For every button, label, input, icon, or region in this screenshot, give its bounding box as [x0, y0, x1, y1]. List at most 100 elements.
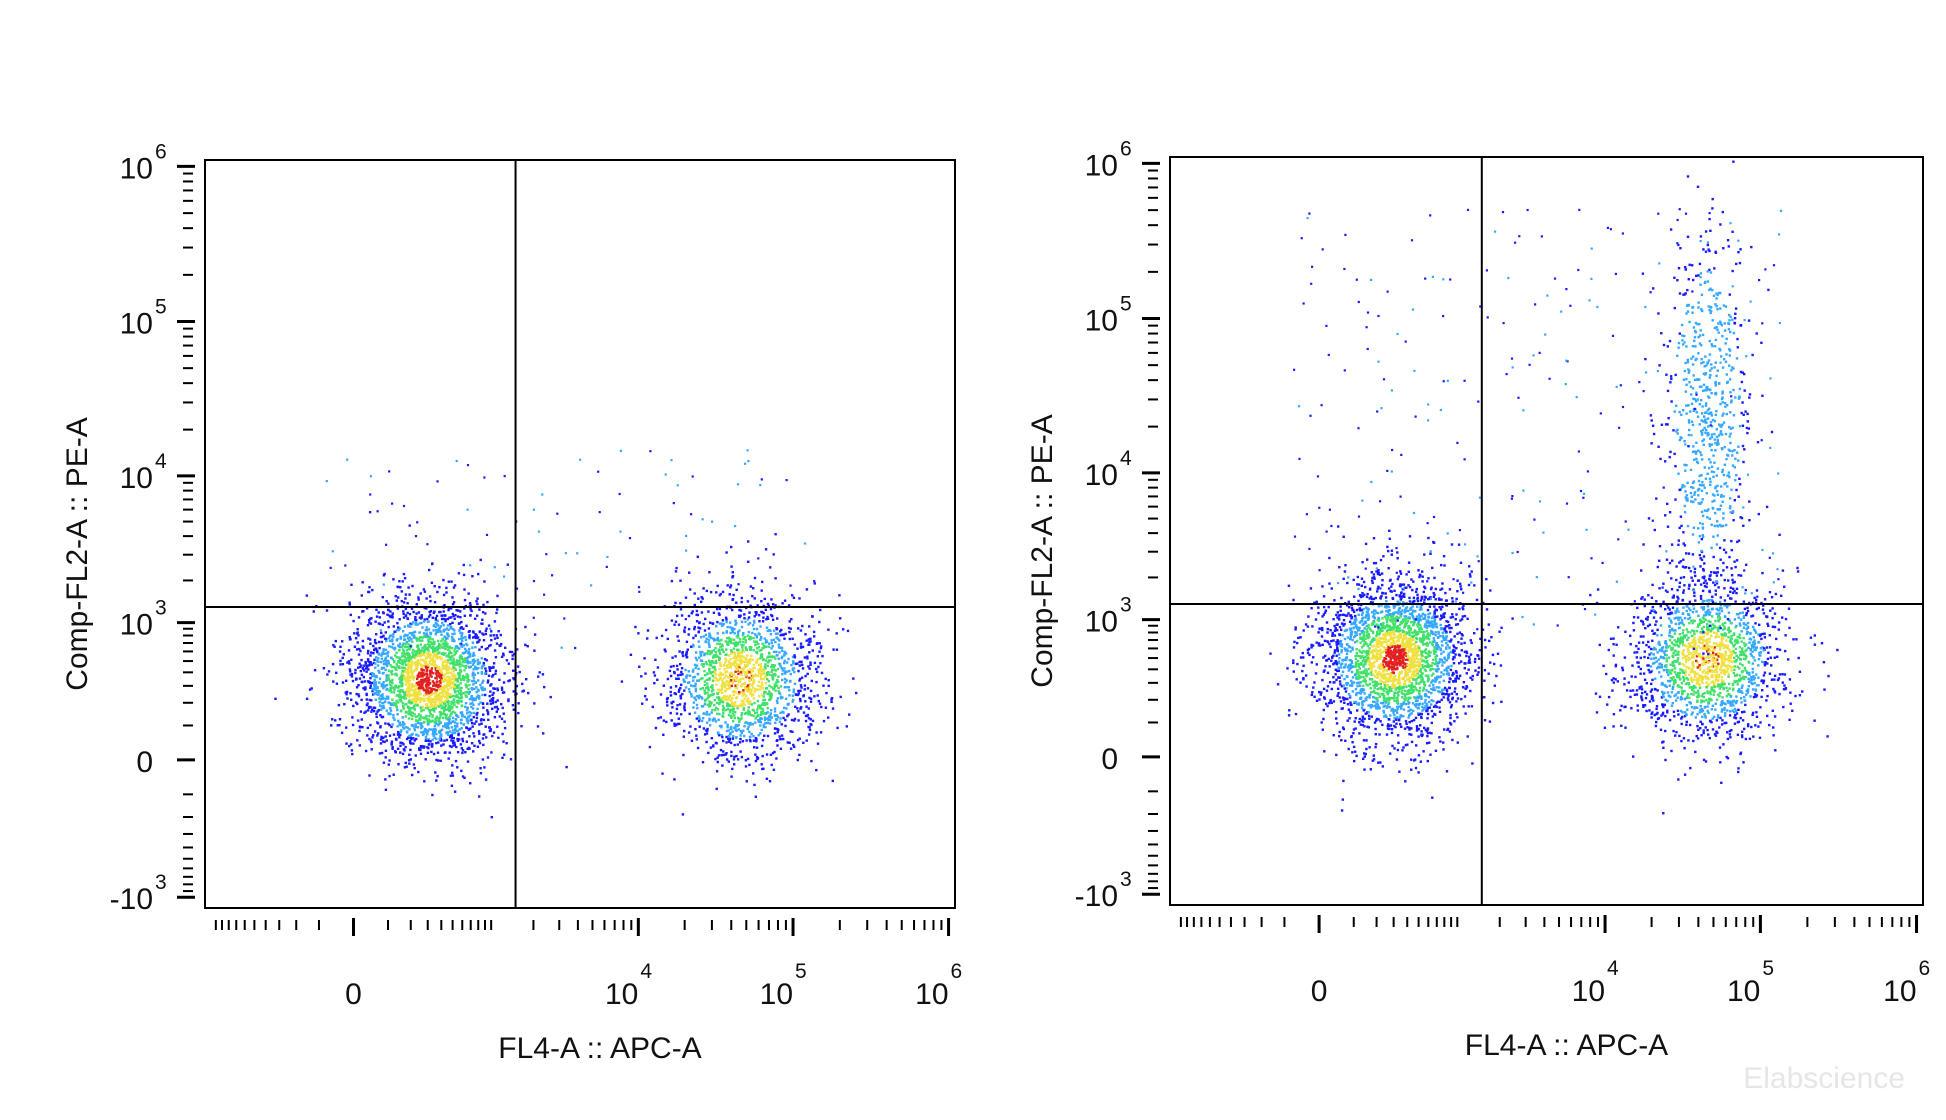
event-dot — [725, 659, 728, 662]
event-dot — [712, 649, 716, 652]
event-dot — [358, 665, 362, 669]
event-dot — [480, 666, 483, 670]
event-dot — [1400, 655, 1403, 658]
event-dot — [388, 470, 391, 473]
event-dot — [414, 623, 417, 626]
event-dot — [365, 670, 368, 673]
event-dot — [452, 737, 455, 740]
event-dot — [770, 686, 773, 689]
event-dot — [348, 603, 351, 606]
event-dot — [1460, 642, 1463, 645]
event-dot — [662, 684, 665, 687]
event-dot — [446, 637, 449, 640]
event-dot — [786, 702, 789, 706]
event-dot — [777, 643, 780, 646]
event-dot — [426, 651, 429, 655]
event-dot — [425, 714, 428, 718]
event-dot — [721, 764, 724, 767]
event-dot — [708, 677, 712, 680]
event-dot — [478, 697, 481, 700]
event-dot — [428, 651, 431, 654]
event-dot — [815, 642, 819, 645]
event-dot — [716, 620, 719, 624]
event-dot — [760, 669, 763, 672]
event-dot — [391, 702, 394, 706]
event-dot — [683, 689, 686, 692]
event-dot — [755, 660, 759, 664]
event-dot — [790, 618, 793, 621]
event-dot — [815, 670, 819, 674]
event-dot — [1496, 652, 1500, 655]
event-dot — [465, 717, 468, 720]
event-dot — [383, 685, 387, 688]
event-dot — [656, 666, 660, 669]
event-dot — [404, 715, 407, 718]
event-dot — [373, 674, 376, 678]
event-dot — [718, 651, 721, 654]
event-dot — [411, 698, 414, 701]
event-dot — [776, 727, 779, 731]
event-dot — [411, 773, 414, 777]
event-dot — [1425, 635, 1428, 638]
event-dot — [492, 697, 495, 700]
event-dot — [1438, 606, 1441, 609]
event-dot — [761, 754, 764, 758]
event-dot — [809, 661, 812, 664]
y-tick-label: 10 — [120, 609, 153, 642]
event-dot — [380, 640, 384, 644]
event-dot — [428, 661, 431, 665]
event-dot — [651, 705, 654, 709]
event-dot — [407, 689, 411, 693]
event-dot — [406, 726, 410, 730]
event-dot — [746, 711, 750, 714]
event-dot — [408, 631, 411, 635]
event-dot — [398, 649, 401, 652]
event-dot — [736, 758, 740, 761]
event-dot — [347, 660, 351, 663]
event-dot — [760, 681, 764, 684]
event-dot — [708, 650, 711, 653]
event-dot — [433, 660, 436, 663]
event-dot — [409, 742, 413, 745]
event-dot — [348, 638, 352, 641]
event-dot — [460, 686, 463, 690]
event-dot — [377, 640, 381, 644]
event-dot — [420, 686, 423, 689]
event-dot — [696, 679, 699, 682]
event-dot — [435, 680, 439, 684]
event-dot — [778, 663, 782, 666]
event-dot — [351, 679, 355, 683]
event-dot — [393, 659, 396, 663]
event-dot — [433, 601, 437, 604]
event-dot — [446, 669, 450, 672]
event-dot — [765, 671, 769, 675]
event-dot — [436, 646, 439, 649]
event-dot — [418, 671, 421, 674]
event-dot — [470, 609, 473, 613]
event-dot — [360, 658, 363, 662]
event-dot — [459, 722, 463, 725]
event-dot — [457, 663, 460, 666]
event-dot — [410, 633, 414, 636]
event-dot — [1385, 654, 1388, 658]
event-dot — [769, 659, 772, 662]
event-dot — [372, 706, 375, 709]
event-dot — [560, 646, 563, 649]
event-dot — [387, 763, 390, 766]
event-dot — [417, 650, 420, 653]
event-dot — [730, 565, 733, 568]
event-dot — [719, 645, 722, 649]
event-dot — [495, 634, 498, 637]
event-dot — [419, 700, 422, 704]
event-dot — [384, 735, 387, 738]
event-dot — [736, 707, 739, 710]
event-dot — [409, 645, 412, 648]
event-dot — [442, 674, 445, 677]
event-dot — [442, 709, 446, 713]
event-dot — [726, 584, 729, 587]
event-dot — [1372, 562, 1376, 565]
event-dot — [756, 647, 759, 650]
event-dot — [373, 678, 376, 682]
event-dot — [764, 548, 768, 551]
event-dot — [682, 678, 685, 681]
